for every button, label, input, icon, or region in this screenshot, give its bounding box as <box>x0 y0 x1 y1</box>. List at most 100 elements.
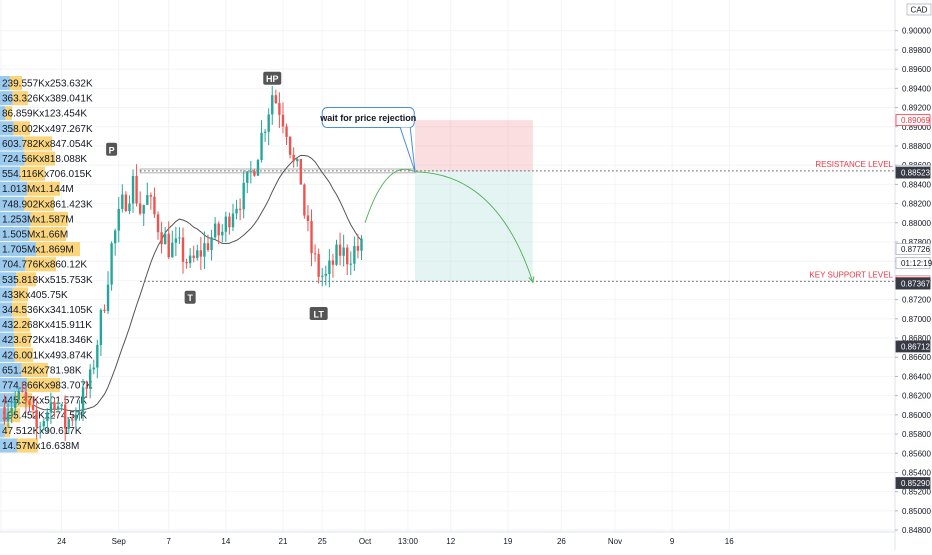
candle-body[interactable] <box>81 387 85 413</box>
candle-body[interactable] <box>110 243 113 285</box>
candle-body[interactable] <box>360 238 363 251</box>
candle-body[interactable] <box>199 250 203 257</box>
candle-body[interactable] <box>356 246 360 251</box>
candle-body[interactable] <box>203 243 206 257</box>
candle-body[interactable] <box>78 412 81 415</box>
candle-body[interactable] <box>263 131 267 133</box>
candle-body[interactable] <box>221 231 224 236</box>
candle-body[interactable] <box>192 255 195 258</box>
candle-body[interactable] <box>149 195 153 197</box>
candle-body[interactable] <box>238 208 242 210</box>
candle-body[interactable] <box>60 404 63 407</box>
candle-body[interactable] <box>246 171 249 183</box>
candle-body[interactable] <box>74 414 78 421</box>
candle-body[interactable] <box>338 244 342 256</box>
currency-box[interactable] <box>906 3 932 16</box>
candle-body[interactable] <box>267 114 270 132</box>
candle-body[interactable] <box>156 214 160 233</box>
candle-body[interactable] <box>96 344 99 368</box>
candle-body[interactable] <box>321 275 324 277</box>
candle-body[interactable] <box>181 237 185 262</box>
candle-body[interactable] <box>6 413 10 421</box>
candle-body[interactable] <box>274 95 278 104</box>
candle-body[interactable] <box>163 233 167 245</box>
candle-body[interactable] <box>121 194 124 209</box>
candle-body[interactable] <box>117 208 120 231</box>
candle-body[interactable] <box>85 387 88 389</box>
candle-body[interactable] <box>103 309 106 311</box>
candle-body[interactable] <box>303 184 306 216</box>
candle-body[interactable] <box>39 426 42 428</box>
take-profit-zone[interactable] <box>415 170 533 282</box>
candle-body[interactable] <box>335 244 338 265</box>
stop-loss-zone[interactable] <box>415 120 533 171</box>
candle-body[interactable] <box>10 407 13 414</box>
candle-body[interactable] <box>160 232 163 245</box>
candle-body[interactable] <box>313 253 317 255</box>
candle-body[interactable] <box>188 255 192 264</box>
candle-body[interactable] <box>17 390 20 401</box>
candle-body[interactable] <box>24 391 28 401</box>
candle-body[interactable] <box>92 367 95 370</box>
candle-body[interactable] <box>185 261 188 264</box>
candle-body[interactable] <box>299 159 303 185</box>
candle-body[interactable] <box>146 195 149 205</box>
candle-body[interactable] <box>49 402 53 413</box>
candle-body[interactable] <box>224 216 228 232</box>
candle-body[interactable] <box>288 136 292 155</box>
candle-body[interactable] <box>28 400 31 406</box>
candle-body[interactable] <box>138 203 142 214</box>
candle-body[interactable] <box>153 196 156 215</box>
callout-box[interactable] <box>321 107 415 129</box>
candle-body[interactable] <box>353 246 356 264</box>
candle-body[interactable] <box>178 237 181 239</box>
candle-body[interactable] <box>171 242 174 258</box>
projection-curve[interactable] <box>364 168 534 283</box>
candle-body[interactable] <box>124 194 128 211</box>
candle-body[interactable] <box>88 369 92 389</box>
candle-body[interactable] <box>35 409 38 428</box>
candle-body[interactable] <box>342 247 345 256</box>
candle-body[interactable] <box>217 223 220 236</box>
candle-body[interactable] <box>324 274 327 276</box>
candle-body[interactable] <box>242 182 245 210</box>
candle-body[interactable] <box>63 404 67 429</box>
candle-body[interactable] <box>106 284 110 311</box>
candle-body[interactable] <box>113 230 117 244</box>
pattern-tag[interactable] <box>184 290 196 304</box>
candle-body[interactable] <box>249 170 253 172</box>
candle-body[interactable] <box>346 247 349 265</box>
candle-body[interactable] <box>56 406 60 410</box>
candle-body[interactable] <box>53 402 56 410</box>
candle-body[interactable] <box>131 175 135 204</box>
candle-body[interactable] <box>206 243 210 251</box>
candle-body[interactable] <box>213 223 217 238</box>
candle-body[interactable] <box>292 154 295 162</box>
candle-body[interactable] <box>328 260 331 275</box>
candle-body[interactable] <box>14 400 17 408</box>
candle-body[interactable] <box>285 126 288 137</box>
candle-body[interactable] <box>310 220 313 254</box>
candle-body[interactable] <box>71 419 74 421</box>
candle-body[interactable] <box>135 175 138 204</box>
candle-body[interactable] <box>42 421 45 427</box>
candle-body[interactable] <box>235 208 238 214</box>
candle-body[interactable] <box>278 103 281 115</box>
candle-body[interactable] <box>228 216 231 228</box>
candle-body[interactable] <box>317 254 320 277</box>
candle-body[interactable] <box>99 309 103 345</box>
candle-body[interactable] <box>142 204 145 214</box>
candle-body[interactable] <box>331 260 335 265</box>
candle-body[interactable] <box>167 233 170 258</box>
candle-body[interactable] <box>256 160 260 176</box>
candle-body[interactable] <box>271 95 274 115</box>
candle-body[interactable] <box>196 250 199 258</box>
candle-body[interactable] <box>67 419 70 429</box>
candle-body[interactable] <box>46 412 49 422</box>
candle-body[interactable] <box>260 132 263 161</box>
candle-body[interactable] <box>210 237 213 251</box>
candle-body[interactable] <box>253 170 256 176</box>
candle-body[interactable] <box>21 390 24 392</box>
candle-body[interactable] <box>306 215 310 221</box>
